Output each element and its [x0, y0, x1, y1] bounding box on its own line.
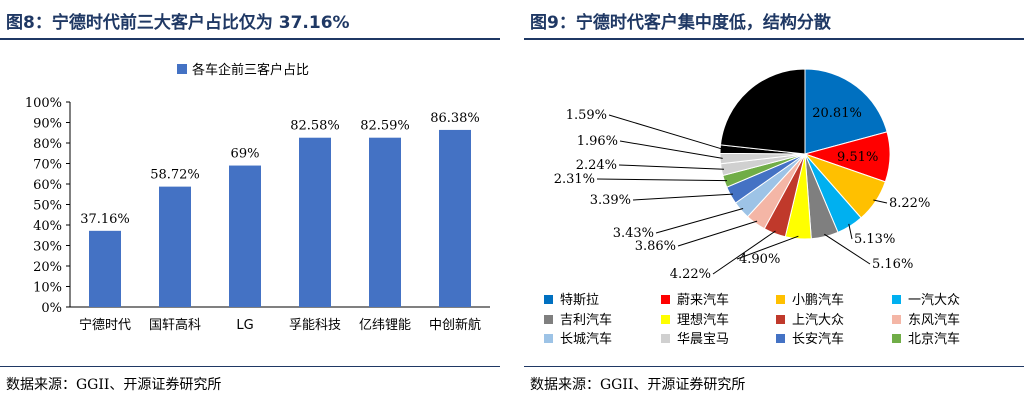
slice-value-label: 9.51%: [837, 150, 878, 165]
x-tick-label: 孚能科技: [289, 318, 341, 333]
legend-label: 特斯拉: [560, 293, 599, 308]
y-tick-label: 70%: [33, 158, 62, 173]
bar: [159, 186, 191, 307]
legend-swatch: [892, 334, 901, 343]
slice-leader-line: [618, 164, 725, 170]
pie-chart: 20.81% 9.51% 8.22% 5.13% 5.16% 4.90% 4.22% 3.86…: [544, 68, 960, 347]
bar: [369, 137, 401, 307]
left-source-rule: [0, 366, 500, 367]
slice-leader-line: [619, 140, 723, 159]
y-tick-label: 90%: [33, 117, 62, 132]
slice-leader-line: [655, 208, 744, 234]
legend-swatch: [776, 334, 785, 343]
slice-leader-line: [848, 223, 853, 240]
left-title-rule: [0, 38, 500, 40]
legend-label: 长安汽车: [792, 331, 844, 347]
legend-label: 各车企前三客户占比: [192, 62, 309, 78]
slice-value-label: 2.24%: [576, 158, 617, 173]
bar-value-label: 82.58%: [290, 119, 340, 134]
bar-value-label: 37.16%: [80, 212, 130, 227]
legend-label: 华晨宝马: [677, 332, 729, 347]
slice-value-label: 3.43%: [613, 226, 654, 241]
x-tick-label: 宁德时代: [79, 317, 131, 333]
bar: [299, 137, 331, 307]
bar: [439, 129, 471, 307]
legend-label: 北京汽车: [908, 331, 960, 347]
legend-label: 蔚来汽车: [677, 292, 729, 308]
legend-label: 吉利汽车: [560, 312, 612, 328]
x-tick-label: 中创新航: [429, 317, 481, 333]
y-tick-label: 40%: [33, 219, 62, 234]
slice-value-label: 4.90%: [739, 252, 780, 267]
y-tick-label: 20%: [33, 260, 62, 275]
left-panel: 图8：宁德时代前三大客户占比仅为 37.16% 各车企前三客户占比 0% 10% 20…: [0, 0, 500, 402]
slice-value-label: 3.39%: [590, 193, 631, 208]
slice-value-label: 3.86%: [635, 239, 676, 254]
slice-leader-line: [736, 235, 799, 260]
bar-value-label: 58.72%: [150, 168, 200, 183]
legend-swatch: [776, 315, 785, 324]
slice-leader-line: [608, 114, 723, 150]
legend-swatch: [544, 334, 553, 343]
right-panel: 图9：宁德时代客户集中度低，结构分散 20.81% 9.51% 8.22% 5.13%…: [524, 0, 1024, 402]
right-figure-title: 图9：宁德时代客户集中度低，结构分散: [530, 13, 831, 33]
slice-leader-line: [677, 220, 758, 247]
legend-label: 长城汽车: [560, 331, 612, 347]
bar: [229, 165, 261, 307]
bar: [89, 230, 121, 307]
legend-label: 上汽大众: [792, 313, 844, 328]
right-title-rule: [524, 38, 1024, 40]
slice-leader-line: [712, 230, 776, 275]
y-tick-label: 50%: [33, 199, 62, 214]
slice-leader-line: [632, 193, 733, 201]
x-tick-label: 国轩高科: [149, 317, 201, 333]
slice-value-label: 23.29%: [745, 109, 795, 124]
y-tick-label: 10%: [33, 281, 62, 296]
bar-value-label: 82.59%: [360, 119, 410, 134]
legend-swatch: [177, 64, 187, 74]
legend-swatch: [776, 295, 785, 304]
legend-swatch: [892, 315, 901, 324]
legend-label: 理想汽车: [677, 312, 729, 328]
x-tick-label: LG: [236, 318, 253, 333]
y-tick-label: 0%: [41, 301, 62, 316]
y-tick-label: 80%: [33, 137, 62, 152]
left-figure-title: 图8：宁德时代前三大客户占比仅为 37.16%: [6, 13, 350, 33]
slice-leader-line: [824, 233, 871, 265]
slice-value-label: 1.96%: [577, 134, 618, 149]
legend-swatch: [544, 315, 553, 324]
legend-swatch: [661, 315, 670, 324]
slice-value-label: 4.22%: [670, 267, 711, 282]
slice-value-label: 1.59%: [566, 108, 607, 123]
pie-slice: [804, 68, 888, 155]
left-source: 数据来源：GGII、开源证券研究所: [6, 377, 222, 393]
legend-label: 小鹏汽车: [792, 292, 844, 308]
slice-value-label: 8.22%: [889, 196, 930, 211]
legend-swatch: [544, 295, 553, 304]
y-tick-label: 30%: [33, 240, 62, 255]
bar-value-label: 86.38%: [430, 111, 480, 126]
slice-leader-line: [873, 199, 888, 204]
right-source-rule: [524, 366, 1024, 367]
legend-label: 东风汽车: [908, 312, 960, 328]
slice-leader-line: [596, 178, 728, 182]
slice-value-label: 5.13%: [854, 232, 895, 247]
slice-value-label: 2.31%: [554, 172, 595, 187]
pie-slice: [719, 68, 806, 155]
legend-label: 一汽大众: [908, 293, 960, 308]
right-source: 数据来源：GGII、开源证券研究所: [530, 377, 746, 393]
slice-value-label: 5.16%: [872, 257, 913, 272]
y-tick-label: 60%: [33, 178, 62, 193]
x-tick-label: 亿纬锂能: [359, 318, 411, 333]
slice-value-label: 20.81%: [812, 106, 862, 121]
y-tick-label: 100%: [25, 96, 62, 111]
bar-chart: 各车企前三客户占比 0% 10% 20% 30% 40% 50% 60% 70% 80% 90% 10…: [25, 62, 490, 333]
legend-swatch: [661, 334, 670, 343]
bar-value-label: 69%: [231, 147, 260, 162]
legend-swatch: [892, 295, 901, 304]
legend-swatch: [661, 295, 670, 304]
